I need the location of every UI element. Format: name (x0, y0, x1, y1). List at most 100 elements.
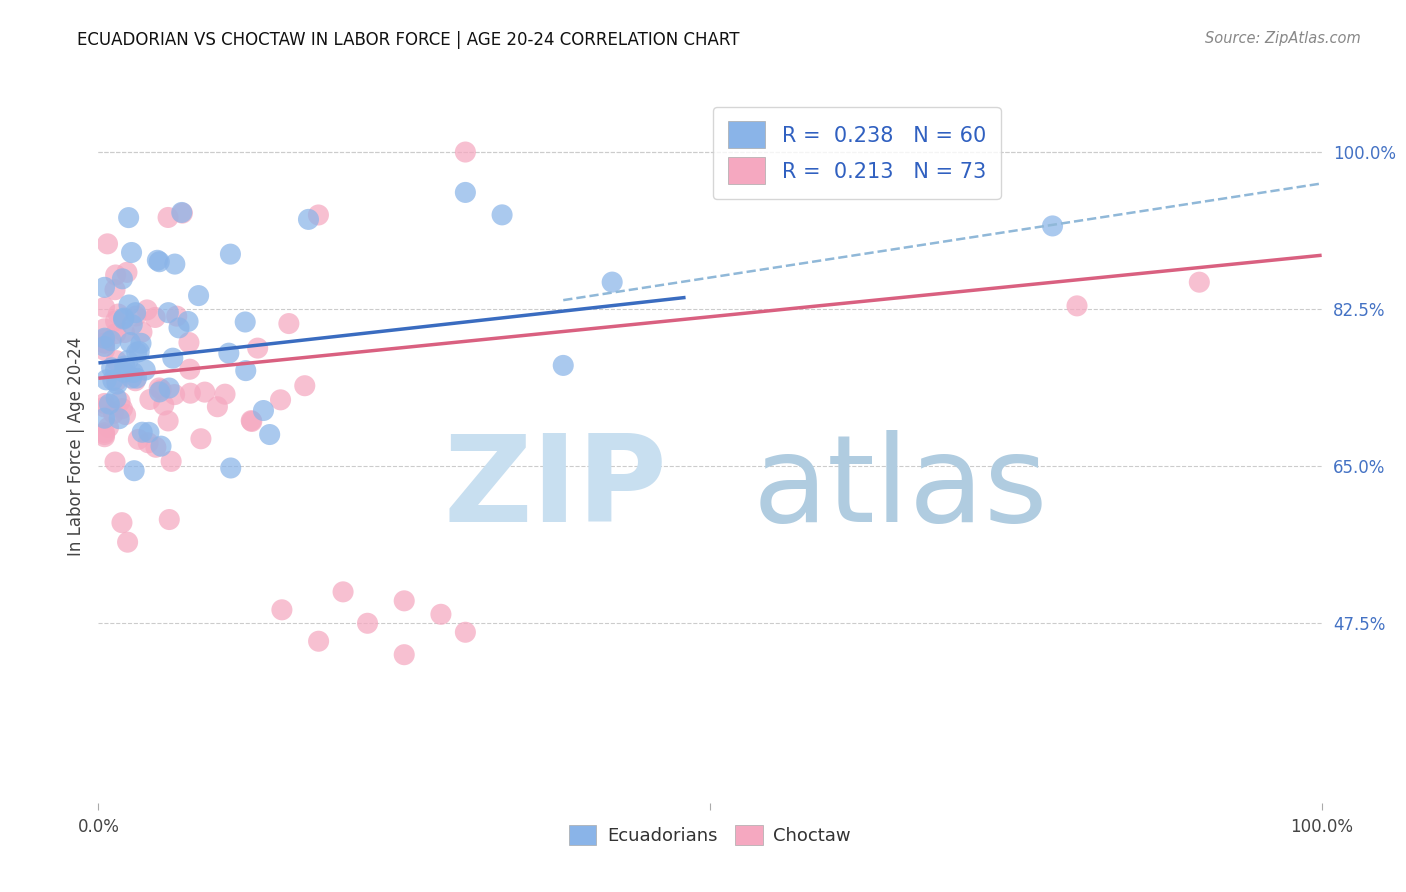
Point (93, 336, 115, 351)
Point (270, 392, 292, 407)
Point (134, 363, 156, 377)
Point (117, 211, 139, 225)
Point (120, 335, 142, 350)
Point (98, 397, 121, 411)
Point (148, 254, 170, 268)
Point (108, 394, 131, 409)
Point (240, 414, 263, 428)
Point (105, 391, 128, 405)
Point (157, 381, 180, 395)
Point (136, 435, 159, 450)
Point (105, 374, 128, 388)
Point (93, 300, 115, 314)
Point (233, 315, 256, 329)
Point (294, 378, 316, 392)
Point (179, 362, 201, 376)
Point (259, 427, 281, 442)
Point (107, 307, 129, 321)
Point (1188, 275, 1211, 289)
Point (104, 455, 127, 469)
Point (111, 516, 134, 530)
Point (187, 288, 209, 302)
Point (122, 366, 145, 380)
Point (167, 321, 190, 335)
Point (104, 326, 127, 341)
Legend: Ecuadorians, Choctaw: Ecuadorians, Choctaw (560, 815, 860, 855)
Point (194, 385, 217, 400)
Point (454, 186, 477, 200)
Point (117, 353, 139, 368)
Point (138, 425, 160, 440)
Point (356, 616, 378, 631)
Point (600, 275, 623, 289)
Point (150, 439, 173, 453)
Point (111, 401, 134, 416)
Point (149, 384, 172, 399)
Point (94, 332, 117, 346)
Point (179, 386, 201, 401)
Point (93, 396, 115, 410)
Point (93, 400, 115, 414)
Point (131, 325, 153, 339)
Point (166, 309, 188, 323)
Point (105, 377, 128, 392)
Point (118, 298, 141, 312)
Point (392, 648, 416, 662)
Point (332, 585, 354, 599)
Point (93, 425, 115, 440)
Point (93, 427, 115, 442)
Point (214, 387, 236, 401)
Point (163, 257, 186, 271)
Point (207, 400, 229, 414)
Point (127, 433, 149, 447)
Text: atlas: atlas (752, 430, 1049, 548)
Point (172, 206, 194, 220)
Point (146, 253, 169, 268)
Point (121, 371, 143, 385)
Point (93, 411, 115, 425)
Point (114, 408, 136, 422)
Point (170, 205, 193, 219)
Point (177, 335, 200, 350)
Point (131, 425, 153, 440)
Point (93, 430, 115, 444)
Point (219, 461, 242, 475)
Point (121, 318, 143, 332)
Y-axis label: In Labor Force | Age 20-24: In Labor Force | Age 20-24 (66, 336, 84, 556)
Point (93, 280, 115, 294)
Point (240, 414, 263, 428)
Point (454, 145, 477, 159)
Point (491, 208, 513, 222)
Point (93, 343, 115, 358)
Point (150, 383, 173, 397)
Point (157, 512, 180, 526)
Point (145, 440, 167, 454)
Point (139, 392, 162, 407)
Point (122, 464, 145, 478)
Point (219, 247, 242, 261)
Point (157, 306, 180, 320)
Point (121, 245, 143, 260)
Point (148, 381, 170, 395)
Point (157, 211, 180, 225)
Point (553, 359, 575, 373)
Point (128, 344, 150, 359)
Point (104, 362, 127, 376)
Point (103, 407, 125, 421)
Point (307, 208, 329, 222)
Point (152, 398, 174, 412)
Point (114, 359, 136, 373)
Point (235, 363, 257, 377)
Point (246, 341, 269, 355)
Point (392, 594, 416, 608)
Text: ECUADORIAN VS CHOCTAW IN LABOR FORCE | AGE 20-24 CORRELATION CHART: ECUADORIAN VS CHOCTAW IN LABOR FORCE | A… (77, 31, 740, 49)
Point (270, 603, 294, 617)
Point (1042, 219, 1064, 233)
Point (218, 346, 240, 360)
Point (111, 272, 134, 286)
Point (297, 212, 319, 227)
Point (129, 336, 152, 351)
Point (277, 317, 299, 331)
Point (136, 302, 159, 317)
Point (100, 360, 122, 375)
